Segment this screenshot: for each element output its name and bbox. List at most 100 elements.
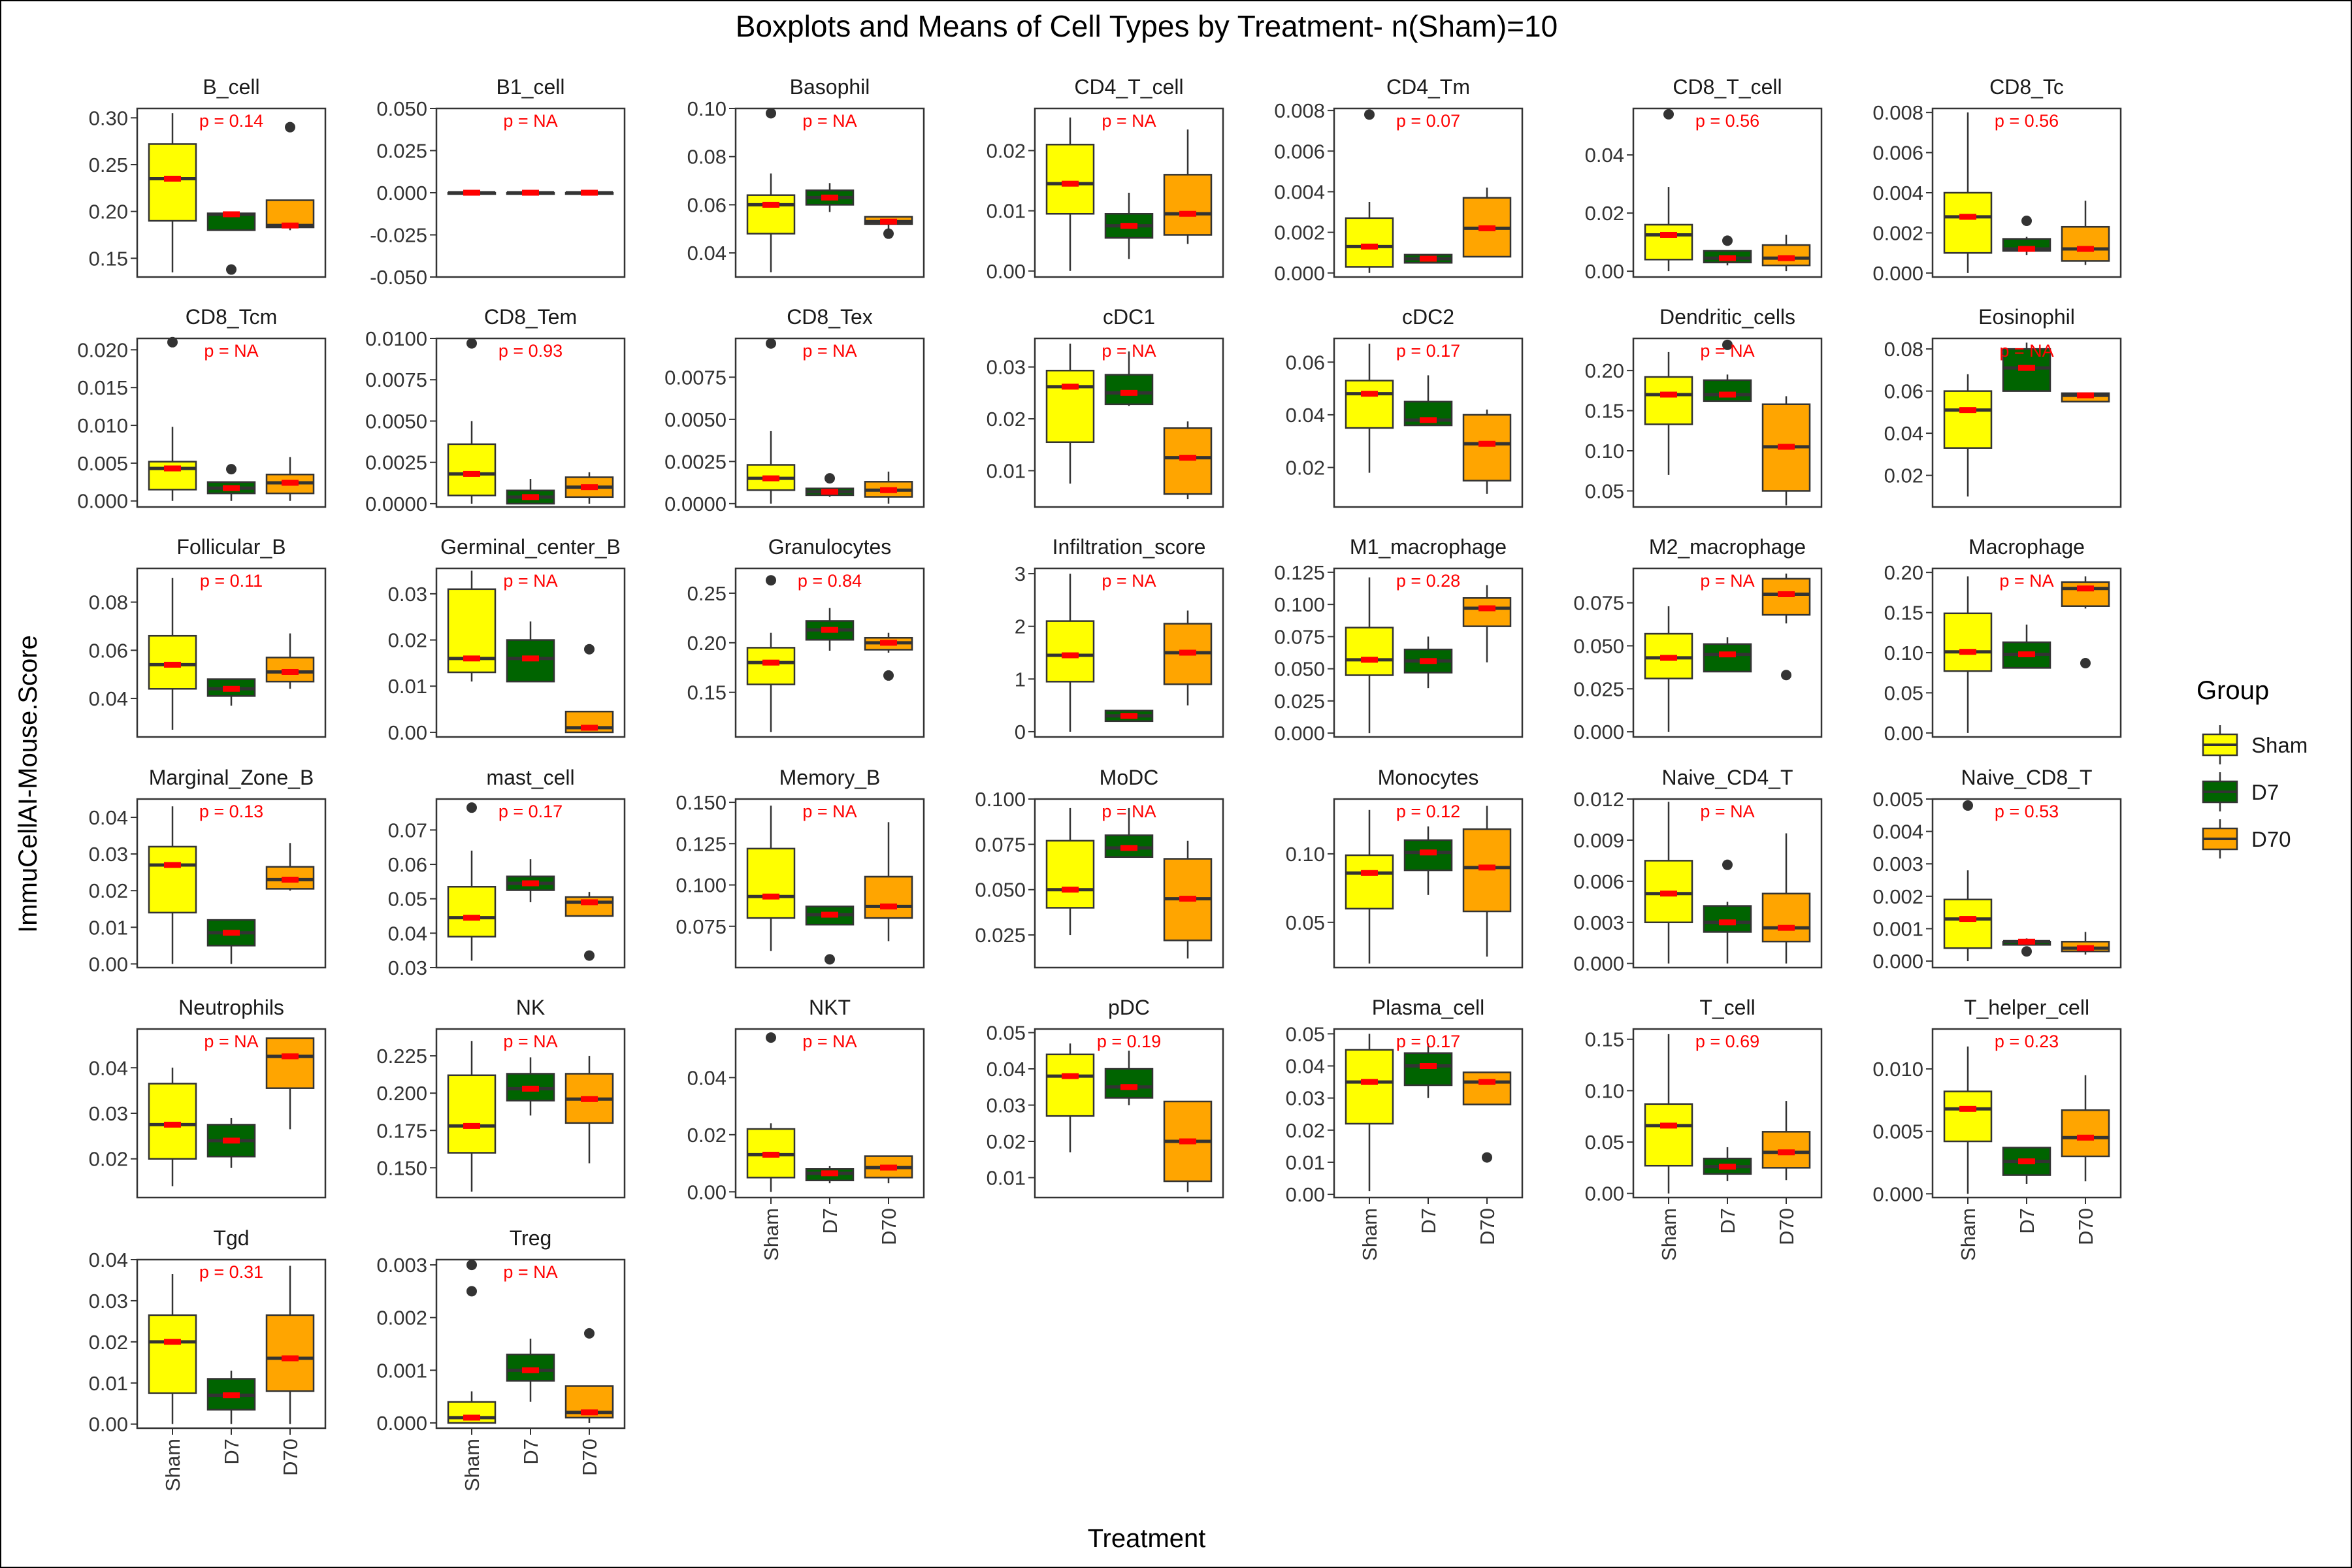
y-tick-label: 0.02 <box>987 140 1026 163</box>
outlier-point <box>1722 235 1733 246</box>
p-value: p = 0.69 <box>1695 1032 1759 1051</box>
y-tick-label: 0.04 <box>89 806 128 829</box>
y-tick-label: 0.10 <box>1585 440 1624 463</box>
p-value: p = NA <box>503 1262 557 1282</box>
box-d7 <box>506 1338 555 1402</box>
y-tick-label: 0.01 <box>388 675 427 698</box>
panel-title: Dendritic_cells <box>1659 305 1795 329</box>
box-d7 <box>805 906 855 965</box>
p-value: p = NA <box>503 571 557 591</box>
p-value: p = NA <box>1700 571 1754 591</box>
outlier-point <box>285 122 295 133</box>
y-tick-label: 0.03 <box>89 1290 128 1313</box>
legend: Group Sham D7 D70 <box>2197 676 2308 858</box>
y-tick-label: 0.025 <box>376 140 427 163</box>
y-tick-label: 0.0050 <box>365 410 427 433</box>
panel-title: Memory_B <box>779 766 881 789</box>
panel-border <box>136 1028 327 1199</box>
mean-marker <box>1179 649 1196 656</box>
box-d70 <box>864 632 913 681</box>
box-d70 <box>265 122 315 231</box>
y-tick-label: 0.00 <box>89 953 128 975</box>
panel-border <box>1931 567 2122 738</box>
mean-marker <box>1778 255 1795 261</box>
y-tick-label: 0.01 <box>1286 1151 1325 1174</box>
p-value: p = NA <box>802 1032 857 1051</box>
mean-marker <box>1959 916 1976 923</box>
y-tick-label: 2 <box>1015 615 1026 638</box>
box-body <box>864 875 913 919</box>
mean-marker <box>581 1096 598 1102</box>
mean-marker <box>1420 255 1437 262</box>
outlier-point <box>1364 109 1375 120</box>
y-tick-label: 0.012 <box>1573 788 1624 811</box>
y-tick-label: 0.025 <box>1274 690 1325 713</box>
panel-title: M2_macrophage <box>1649 535 1806 559</box>
mean-marker <box>1062 180 1079 187</box>
panel-border <box>136 798 327 969</box>
panel-naive-cd8-t: Naive_CD8_T 0.000 0.001 0.002 0.003 0.004 0.00… <box>1872 766 2122 973</box>
panel-border <box>1034 107 1224 278</box>
y-tick-label: 0.050 <box>376 97 427 120</box>
p-value: p = NA <box>503 1032 557 1051</box>
panel-title: B1_cell <box>497 75 565 99</box>
mean-marker <box>581 189 598 196</box>
mean-marker <box>1179 210 1196 217</box>
box-d7 <box>1703 1147 1752 1181</box>
mean-marker <box>522 1367 539 1373</box>
box-sham <box>1345 109 1394 273</box>
panel-title: CD8_T_cell <box>1673 75 1782 99</box>
box-d70 <box>2061 392 2110 402</box>
y-tick-label: 0.01 <box>987 200 1026 223</box>
y-tick-label: 0.025 <box>1573 678 1624 700</box>
box-sham <box>1045 343 1095 484</box>
panel-title: Plasma_cell <box>1372 996 1485 1019</box>
y-tick-label: 0.000 <box>1872 950 1923 973</box>
box-d70 <box>2061 201 2110 265</box>
y-tick-label: 0.005 <box>77 452 128 475</box>
box-d7 <box>2002 216 2051 255</box>
box-body <box>1045 840 1095 909</box>
outlier-point <box>883 228 894 239</box>
y-tick-label: 0.100 <box>676 874 727 897</box>
panel-title: Follicular_B <box>176 535 286 559</box>
outlier-point <box>167 336 178 348</box>
y-tick-label: 0 <box>1015 721 1026 743</box>
p-value: p = 0.19 <box>1097 1032 1161 1051</box>
y-tick-label: 0.0025 <box>365 451 427 474</box>
mean-marker <box>821 1170 838 1177</box>
box-body <box>1943 612 1993 672</box>
box-body <box>1462 597 1512 627</box>
box-body <box>2002 348 2051 392</box>
p-value: p = 0.56 <box>1695 111 1759 131</box>
box-body <box>447 886 497 938</box>
mean-marker <box>463 189 480 196</box>
panel-title: T_helper_cell <box>1964 996 2089 1019</box>
mean-marker <box>581 725 598 731</box>
panel-title: Naive_CD8_T <box>1961 766 2093 789</box>
y-tick-label: 0.06 <box>687 193 727 216</box>
panel-border <box>1632 107 1823 278</box>
panel-granulocytes: Granulocytes 0.15 0.20 0.25 p = 0.84 <box>687 535 925 738</box>
box-d70 <box>1462 806 1512 957</box>
y-tick-label: 0.002 <box>1872 221 1923 244</box>
mean-marker <box>2018 246 2035 252</box>
box-body <box>1943 191 1993 254</box>
y-tick-label: 0.02 <box>388 629 427 652</box>
box-body <box>1943 1090 1993 1143</box>
box-d70 <box>1163 1100 1213 1192</box>
y-tick-label: 0.020 <box>77 338 128 361</box>
y-tick-label: 0.04 <box>1884 422 1923 445</box>
panel-neutrophils: Neutrophils 0.02 0.03 0.04 p = NA <box>89 996 327 1199</box>
mean-marker <box>522 655 539 662</box>
box-sham <box>447 1260 497 1424</box>
x-tick-label: D70 <box>1476 1208 1499 1245</box>
x-tick-label: Sham <box>1658 1208 1680 1261</box>
box-d70 <box>1761 396 1811 506</box>
mean-marker <box>880 218 897 225</box>
panel-border <box>1632 798 1823 969</box>
y-tick-label: 0.07 <box>388 819 427 841</box>
mean-marker <box>164 465 181 472</box>
mean-marker <box>223 485 240 491</box>
panel-title: CD8_Tem <box>484 305 577 329</box>
